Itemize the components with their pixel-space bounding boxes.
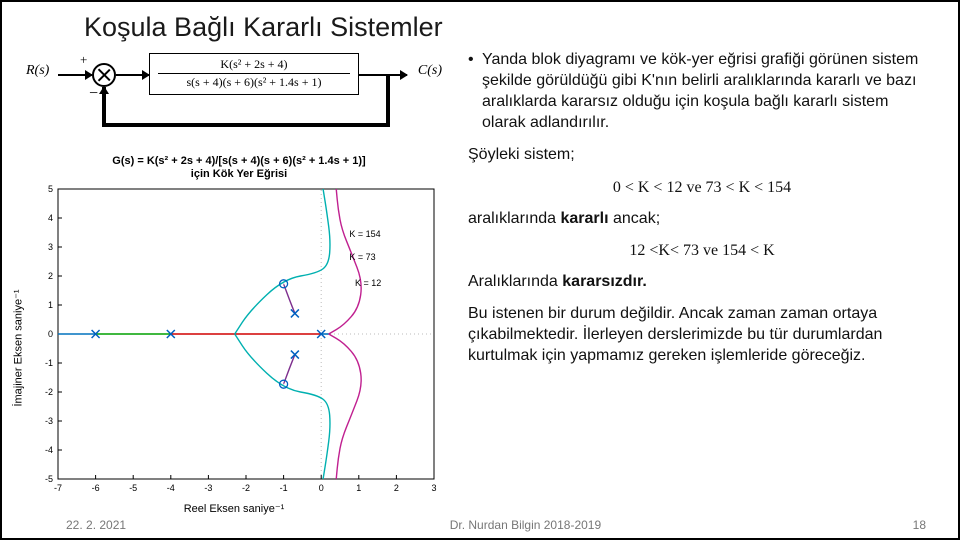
svg-text:0: 0 [48,329,53,339]
svg-text:-5: -5 [45,474,53,484]
footer-date: 22. 2. 2021 [66,518,126,532]
paragraph-5: Bu istenen bir durum değildir. Ancak zam… [468,303,936,366]
svg-text:3: 3 [48,242,53,252]
root-locus-chart: İmajiner Eksen saniye⁻¹ -7-6-5-4-3-2-101… [24,183,444,513]
svg-text:K = 73: K = 73 [349,252,375,262]
tf-divider [158,73,350,74]
svg-text:-3: -3 [45,416,53,426]
svg-text:-1: -1 [45,358,53,368]
input-label: R(s) [26,63,49,79]
svg-text:1: 1 [48,300,53,310]
svg-text:0: 0 [319,483,324,493]
chart-title-line1: G(s) = K(s² + 2s + 4)/[s(s + 4)(s + 6)(s… [24,155,454,168]
sum-plus: + [80,52,87,68]
paragraph-3: aralıklarında kararlı ancak; [468,208,936,229]
right-column: Yanda blok diyagramı ve kök-yer eğrisi g… [468,49,936,513]
svg-text:-4: -4 [167,483,175,493]
chart-xlabel: Reel Eksen saniye⁻¹ [184,502,285,515]
svg-text:-5: -5 [129,483,137,493]
svg-text:4: 4 [48,213,53,223]
arrow-out [359,74,407,76]
svg-text:-6: -6 [92,483,100,493]
page-title: Koşula Bağlı Kararlı Sistemler [84,12,936,43]
p4b: kararsızdır. [562,273,647,290]
svg-text:2: 2 [394,483,399,493]
footer-page: 18 [913,518,926,532]
svg-text:K = 12: K = 12 [355,279,381,289]
svg-text:-3: -3 [204,483,212,493]
svg-text:K = 154: K = 154 [349,229,380,239]
paragraph-1: Yanda blok diyagramı ve kök-yer eğrisi g… [468,49,936,133]
feedback-line-v1 [386,75,390,127]
math-2: 12 <K< 73 ve 154 < K [468,240,936,261]
svg-text:5: 5 [48,184,53,194]
svg-text:-2: -2 [242,483,250,493]
transfer-function-block: K(s² + 2s + 4) s(s + 4)(s + 6)(s² + 1.4s… [149,53,359,95]
feedback-line-v2 [102,87,106,127]
block-diagram: R(s) + − K(s² + 2s + 4) s(s + 4)(s + 6)(… [24,49,444,149]
svg-text:-2: -2 [45,387,53,397]
summing-junction-icon [92,63,116,87]
sum-minus: − [89,85,98,103]
left-column: R(s) + − K(s² + 2s + 4) s(s + 4)(s + 6)(… [24,49,454,513]
slide: Koşula Bağlı Kararlı Sistemler R(s) + − … [0,0,960,540]
paragraph-2: Şöyleki sistem; [468,144,936,165]
arrow-to-block [116,74,149,76]
p4a: Aralıklarında [468,273,562,290]
svg-text:-7: -7 [54,483,62,493]
feedback-line-h [102,123,390,127]
chart-svg: -7 -6 -5 -4 -3 -2 -1 0 1 2 3 -5 -4 -3 -2 -1 0 1 2 3 4 5 K = 15… [24,183,444,503]
svg-text:2: 2 [48,271,53,281]
chart-ylabel: İmajiner Eksen saniye⁻¹ [12,290,25,407]
p3a: aralıklarında [468,210,561,227]
svg-text:-4: -4 [45,445,53,455]
math-1: 0 < K < 12 ve 73 < K < 154 [468,177,936,198]
paragraph-4: Aralıklarında kararsızdır. [468,271,936,292]
svg-text:-1: -1 [280,483,288,493]
content-columns: R(s) + − K(s² + 2s + 4) s(s + 4)(s + 6)(… [24,49,936,513]
tf-denominator: s(s + 4)(s + 6)(s² + 1.4s + 1) [150,75,358,92]
tf-numerator: K(s² + 2s + 4) [150,54,358,72]
chart-title-line2: için Kök Yer Eğrisi [24,168,454,181]
chart-title: G(s) = K(s² + 2s + 4)/[s(s + 4)(s + 6)(s… [24,155,454,181]
svg-text:3: 3 [431,483,436,493]
footer-author: Dr. Nurdan Bilgin 2018-2019 [450,518,601,532]
svg-text:1: 1 [356,483,361,493]
p3c: ancak; [609,210,661,227]
arrow-in [58,74,92,76]
footer: 22. 2. 2021 Dr. Nurdan Bilgin 2018-2019 … [24,518,936,532]
p3b: kararlı [561,210,609,227]
output-label: C(s) [418,63,442,79]
